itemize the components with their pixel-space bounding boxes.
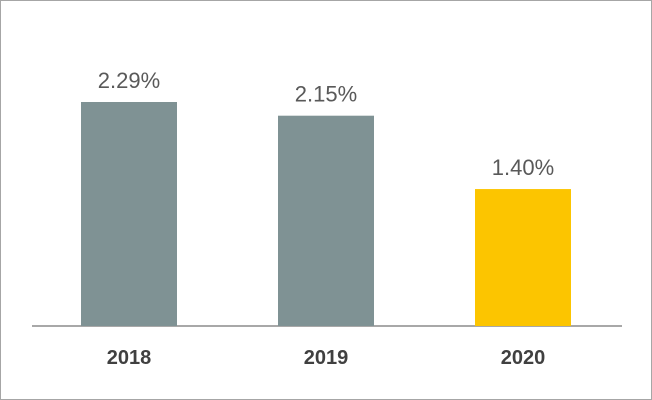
bar-2019 — [278, 115, 374, 326]
value-label-2020: 1.40% — [492, 155, 554, 180]
value-labels-group: 2.29% 2.15% 1.40% — [98, 68, 554, 180]
category-label-2018: 2018 — [107, 347, 152, 369]
bar-2020 — [475, 189, 571, 326]
value-label-2018: 2.29% — [98, 68, 160, 93]
category-labels-group: 2018 2019 2020 — [107, 347, 546, 369]
value-label-2019: 2.15% — [295, 82, 357, 107]
category-label-2020: 2020 — [501, 347, 546, 369]
bar-2018 — [81, 102, 177, 326]
category-label-2019: 2019 — [304, 347, 349, 369]
bars-group — [81, 102, 571, 326]
